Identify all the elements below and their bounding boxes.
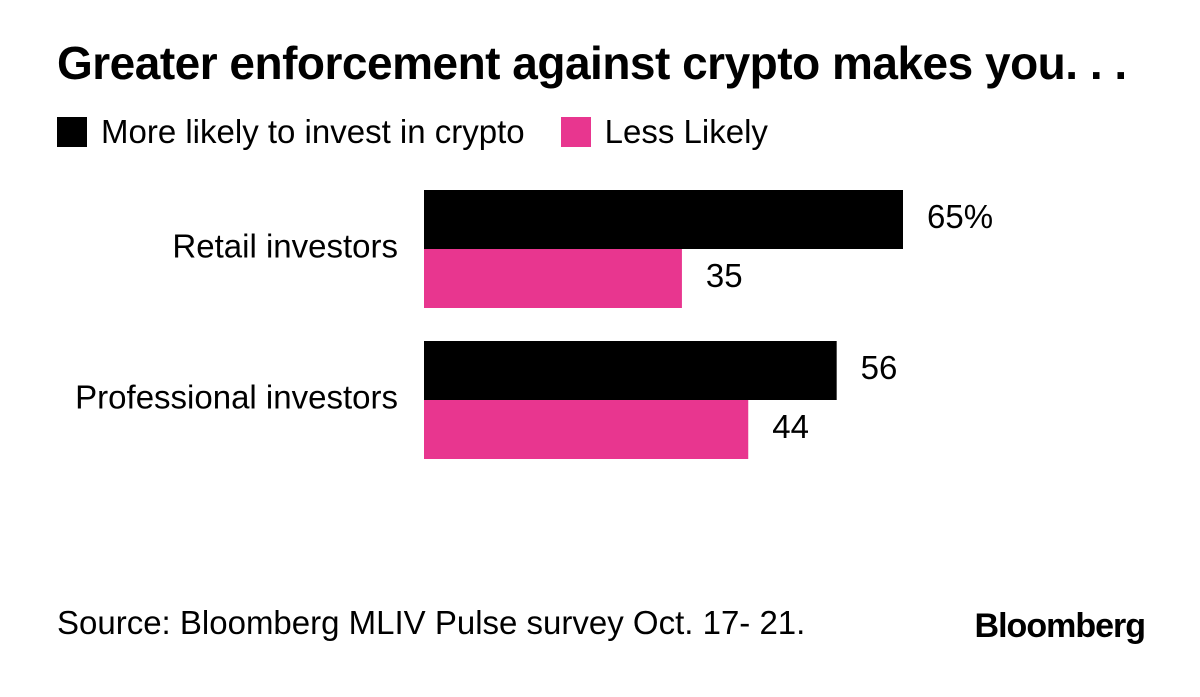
bar-retail-investors-series-0	[424, 190, 903, 249]
legend-item-less-likely: Less Likely	[560, 113, 768, 151]
legend-swatch-less-likely	[560, 117, 591, 147]
bar-retail-investors-series-1	[424, 249, 682, 308]
value-label-retail-investors-series-0: 65%	[927, 198, 993, 235]
legend-item-more-likely: More likely to invest in crypto	[57, 113, 525, 151]
bar-professional-investors-series-1	[424, 400, 749, 459]
value-label-professional-investors-series-1: 44	[772, 408, 809, 445]
source-note: Source: Bloomberg MLIV Pulse survey Oct.…	[57, 604, 806, 641]
category-label-retail-investors: Retail investors	[172, 228, 398, 265]
chart-title: Greater enforcement against crypto makes…	[57, 37, 1127, 89]
category-label-professional-investors: Professional investors	[75, 379, 398, 416]
legend-swatch-more-likely	[57, 117, 87, 147]
bar-professional-investors-series-0	[424, 341, 837, 400]
value-label-retail-investors-series-1: 35	[706, 257, 743, 294]
value-label-professional-investors-series-0: 56	[861, 349, 898, 386]
legend-label-more-likely: More likely to invest in crypto	[101, 113, 525, 150]
legend: More likely to invest in crypto Less Lik…	[57, 112, 768, 152]
bloomberg-logo: Bloomberg	[974, 607, 1146, 645]
legend-label-less-likely: Less Likely	[604, 113, 768, 150]
